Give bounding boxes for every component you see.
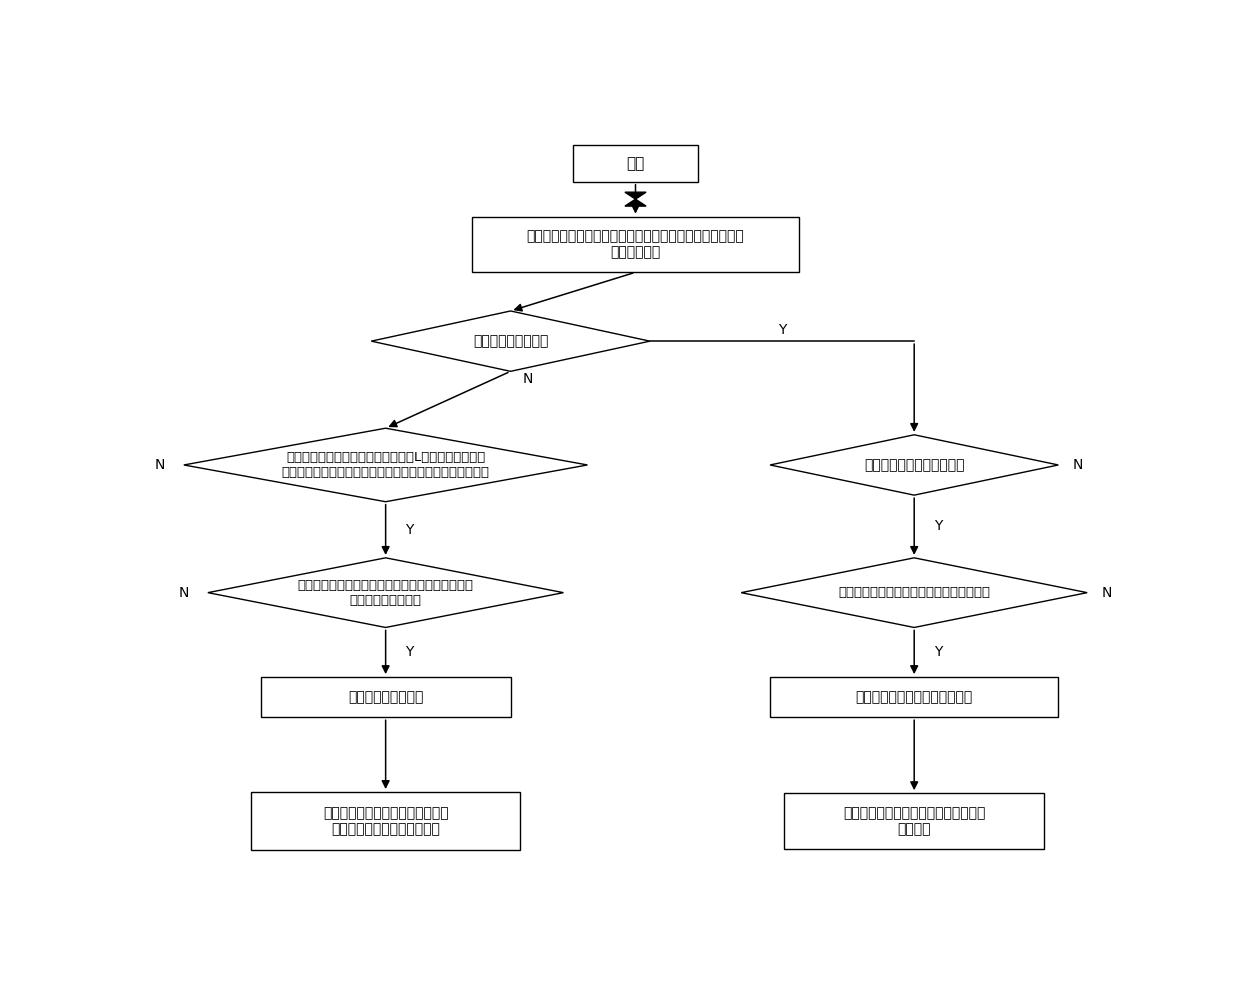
- Text: 车辆速度低于速度阈值的时刻超过时间阈值: 车辆速度低于速度阈值的时刻超过时间阈值: [838, 586, 991, 599]
- FancyBboxPatch shape: [770, 677, 1058, 718]
- Text: 通过电子地图显示拥堵路段以及拥堵出
现的时刻: 通过电子地图显示拥堵路段以及拥堵出 现的时刻: [843, 806, 986, 836]
- Text: 通过电子地图显示拥堵引发点的位
置以及拥堵引发点出现的时刻: 通过电子地图显示拥堵引发点的位 置以及拥堵引发点出现的时刻: [322, 806, 449, 836]
- Text: N: N: [1101, 586, 1111, 600]
- Text: 判断出现拥堵引发点: 判断出现拥堵引发点: [348, 690, 423, 705]
- Text: 车辆的速度是否一致: 车辆的速度是否一致: [472, 334, 548, 348]
- Text: N: N: [523, 372, 533, 386]
- Text: 开始: 开始: [626, 156, 645, 171]
- Text: Y: Y: [934, 520, 942, 534]
- Text: 获得当前位置车辆的第一速度与前方L米处车辆的第二速
度，第二速度与第一速度之差是否是正值且高于速度差阈值: 获得当前位置车辆的第一速度与前方L米处车辆的第二速 度，第二速度与第一速度之差是…: [281, 451, 490, 479]
- Polygon shape: [371, 311, 650, 371]
- Polygon shape: [742, 558, 1087, 627]
- Text: N: N: [1073, 458, 1083, 472]
- Text: 利用雷达跟踪技术对车辆全程连续跟踪，实时获得每一车辆
的位置和车速: 利用雷达跟踪技术对车辆全程连续跟踪，实时获得每一车辆 的位置和车速: [527, 229, 744, 259]
- FancyBboxPatch shape: [472, 216, 799, 272]
- FancyBboxPatch shape: [573, 145, 698, 182]
- Text: 第二速度与第一速度之差是正值且高于速度差阈值
的时间超过时刻阈值: 第二速度与第一速度之差是正值且高于速度差阈值 的时间超过时刻阈值: [298, 579, 474, 607]
- FancyBboxPatch shape: [250, 792, 521, 850]
- Text: Y: Y: [405, 523, 414, 537]
- Text: N: N: [179, 586, 188, 600]
- FancyBboxPatch shape: [785, 793, 1044, 849]
- Polygon shape: [625, 192, 646, 206]
- Text: Y: Y: [777, 323, 786, 337]
- FancyBboxPatch shape: [260, 677, 511, 718]
- Text: 判断出现拥堵但没有拥堵引发点: 判断出现拥堵但没有拥堵引发点: [856, 690, 973, 705]
- Polygon shape: [184, 428, 588, 501]
- Text: Y: Y: [934, 645, 942, 659]
- Polygon shape: [208, 558, 563, 627]
- Polygon shape: [770, 435, 1059, 495]
- Text: 车辆速度是否低于速度阈值: 车辆速度是否低于速度阈值: [864, 458, 965, 472]
- Text: N: N: [155, 458, 165, 472]
- Text: Y: Y: [405, 645, 414, 659]
